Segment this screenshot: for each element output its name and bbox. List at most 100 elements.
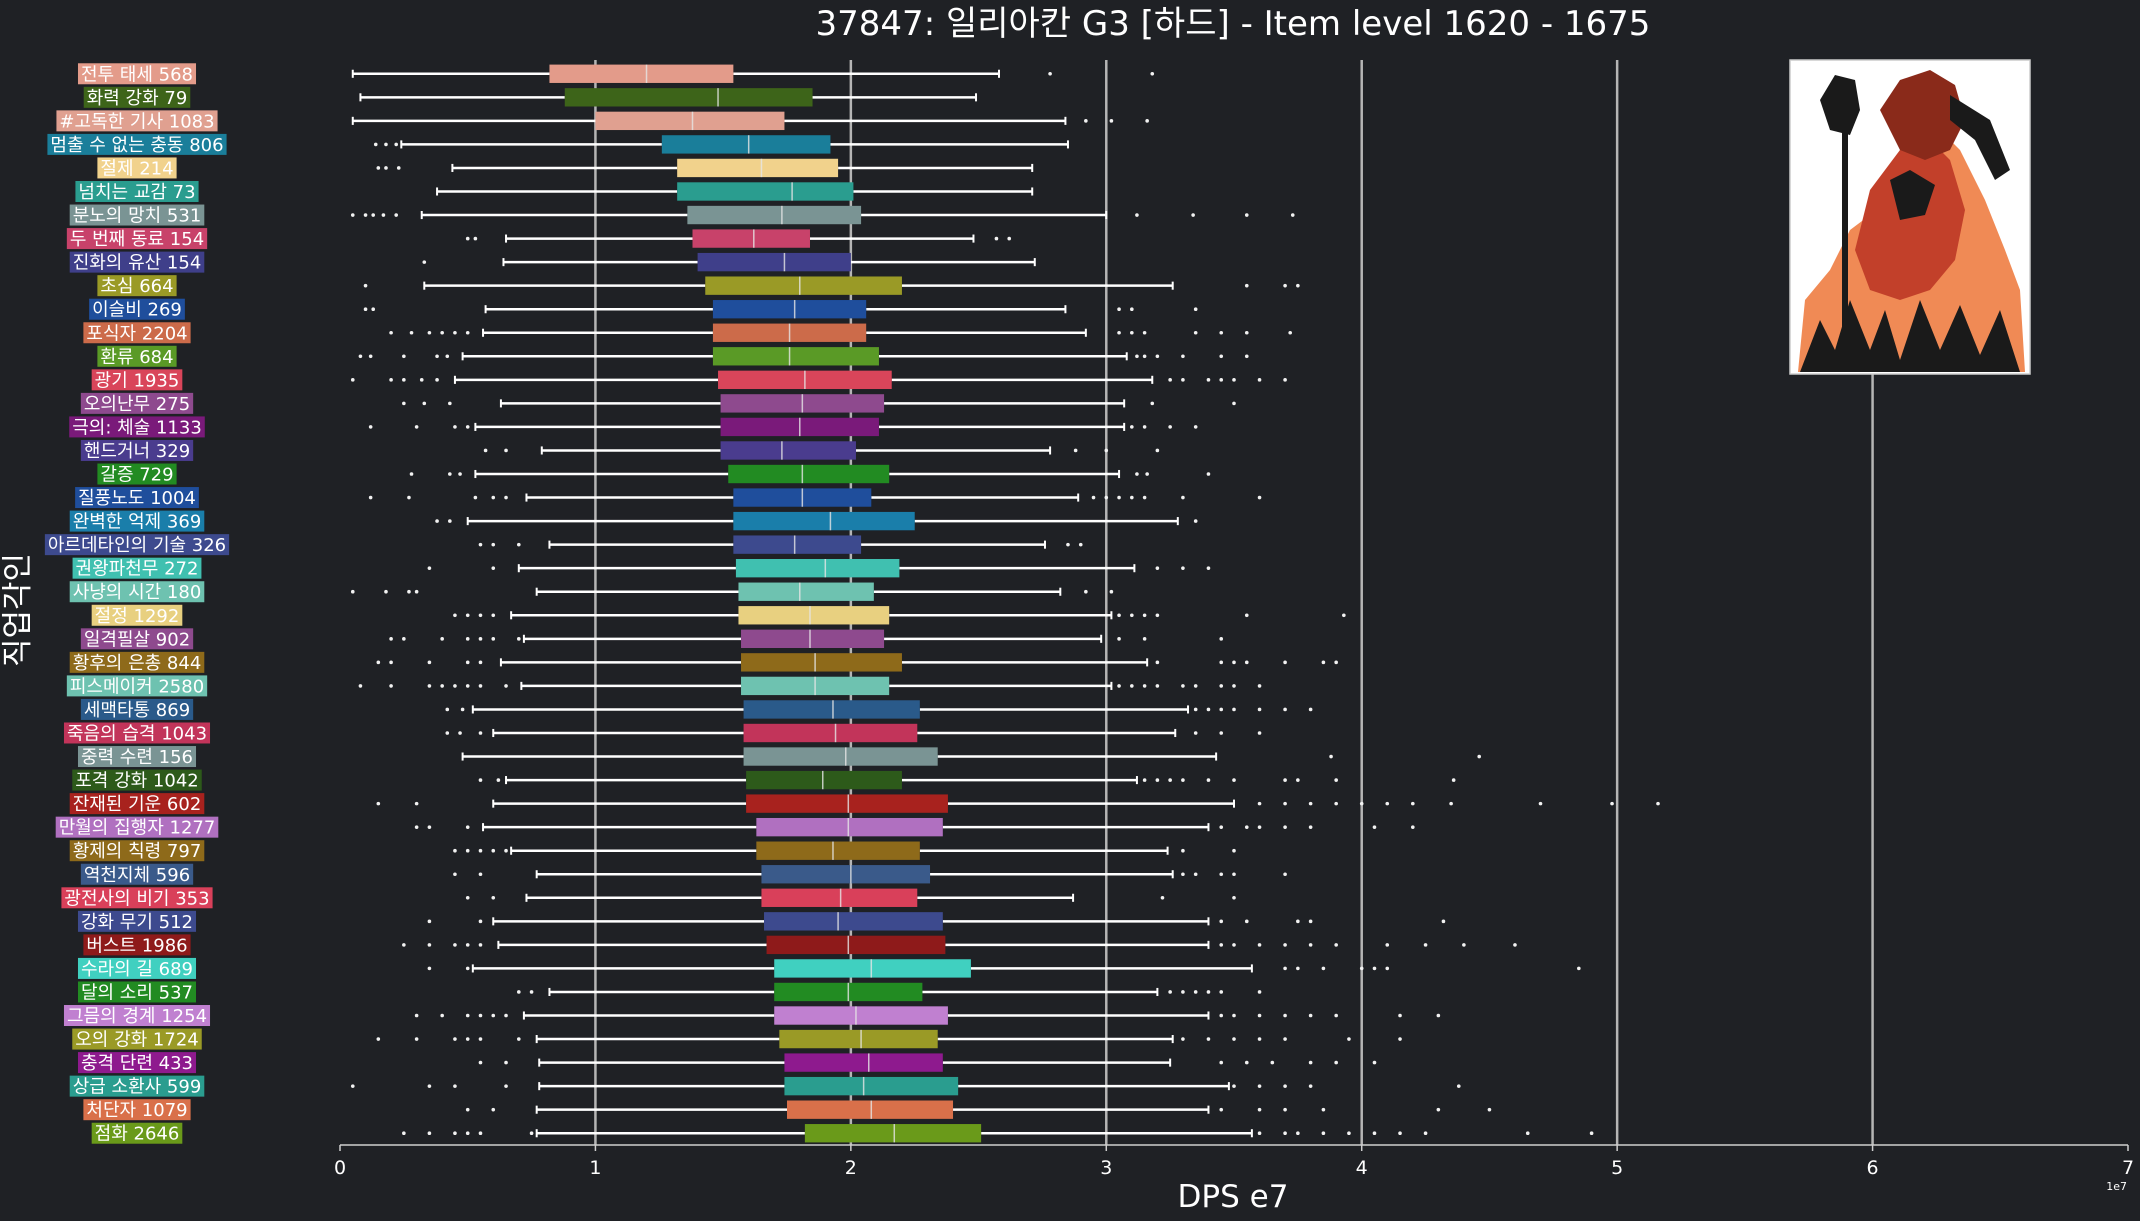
category-label-bg [97, 275, 177, 297]
box-iqr [549, 64, 734, 83]
box-row [453, 841, 1236, 860]
outlier-point [1283, 943, 1287, 947]
outlier-point [1398, 1037, 1402, 1041]
outlier-point [376, 1037, 381, 1041]
outlier-point [1117, 637, 1121, 641]
outlier-point [517, 1037, 521, 1041]
category-label-bg [91, 369, 183, 391]
category-label-bg [72, 769, 202, 791]
outlier-point [368, 354, 373, 359]
outlier-point [1155, 660, 1160, 665]
outlier-point [1257, 731, 1262, 735]
outlier-point [491, 1013, 496, 1018]
outlier-point [1513, 943, 1517, 947]
outlier-point [373, 142, 378, 147]
outlier-point [1308, 707, 1313, 712]
outlier-point [1308, 919, 1313, 924]
vertical-gridlines [594, 60, 1874, 1145]
outlier-point [350, 213, 355, 217]
outlier-point [1308, 1060, 1313, 1065]
category-label: 아르데타인의 기술 326 [48, 535, 226, 556]
outlier-point [414, 1013, 419, 1018]
outlier-point [445, 707, 450, 712]
outlier-point [389, 660, 393, 665]
box-iqr [756, 817, 943, 837]
outlier-point [478, 1131, 483, 1136]
outlier-point [1372, 1131, 1377, 1136]
outlier-point [453, 943, 457, 947]
outlier-point [1385, 966, 1390, 971]
outlier-point [1296, 919, 1300, 924]
box-iqr [733, 535, 862, 554]
outlier-point [427, 684, 432, 688]
outlier-point [1109, 589, 1114, 594]
category-label: #고독한 기사 1083 [59, 111, 214, 132]
outlier-point [1257, 1131, 1262, 1136]
outlier-point [453, 425, 457, 429]
box-iqr [746, 794, 948, 813]
outlier-point [1219, 731, 1224, 735]
outlier-point [465, 613, 470, 618]
category-label-bg [91, 1122, 183, 1144]
box-row [363, 300, 1198, 319]
outlier-point [1308, 825, 1313, 829]
category-label: 버스트 1986 [86, 935, 187, 956]
outlier-point [427, 566, 432, 570]
box-iqr [784, 1053, 943, 1072]
outlier-point [1441, 919, 1446, 924]
outlier-point [1181, 495, 1185, 500]
outlier-point [1308, 943, 1313, 947]
x-tick-label: 5 [1611, 1157, 1623, 1179]
outlier-point [1283, 872, 1287, 877]
outlier-point [414, 425, 419, 429]
outlier-point [1283, 1013, 1287, 1018]
outlier-point [1142, 778, 1147, 782]
box-iqr [738, 606, 890, 625]
outlier-point [1181, 378, 1185, 382]
outlier-point [435, 354, 439, 359]
outlier-point [465, 848, 470, 853]
x-tick-label: 4 [1356, 1157, 1368, 1179]
outlier-point [1130, 425, 1134, 429]
outlier-point [1283, 778, 1287, 782]
x-tick-labels: 0 1 2 3 4 5 6 7 [334, 1145, 2134, 1179]
box-row [389, 629, 1224, 648]
category-label: 오의 강화 1724 [75, 1030, 199, 1051]
outlier-point [402, 637, 406, 641]
outlier-point [465, 330, 470, 335]
outlier-point [491, 895, 496, 900]
outlier-point [402, 378, 406, 382]
outlier-point [1193, 990, 1198, 994]
outlier-point [1296, 778, 1300, 782]
outlier-point [1321, 1131, 1326, 1136]
outlier-point [1135, 354, 1139, 359]
outlier-point [1385, 801, 1390, 806]
category-label-bg [80, 439, 194, 461]
outlier-point [1104, 448, 1109, 453]
category-label-bg [80, 392, 194, 414]
box-row [351, 111, 1149, 131]
outlier-point [376, 166, 381, 170]
category-label-bg [77, 746, 197, 768]
outlier-point [1451, 778, 1456, 782]
outlier-point [1232, 1084, 1236, 1088]
outlier-point [1334, 1013, 1338, 1018]
outlier-point [465, 943, 470, 947]
category-label: 달의 소리 537 [81, 982, 193, 1003]
category-label-bg [44, 534, 230, 556]
outlier-point [1219, 637, 1224, 641]
outlier-point [1142, 613, 1147, 618]
category-label: 황제의 칙령 797 [73, 841, 202, 862]
box-row [478, 535, 1083, 554]
outlier-point [1219, 330, 1224, 335]
outlier-point [1423, 1131, 1428, 1136]
outlier-point [407, 589, 411, 594]
outlier-point [427, 660, 432, 665]
category-label-bg [69, 416, 205, 438]
outlier-point [1385, 943, 1390, 947]
x-tick-label: 0 [334, 1157, 346, 1179]
outlier-point [1206, 990, 1211, 994]
outlier-point [1257, 990, 1262, 994]
category-label-bg [80, 698, 194, 720]
outlier-point [1232, 895, 1236, 900]
